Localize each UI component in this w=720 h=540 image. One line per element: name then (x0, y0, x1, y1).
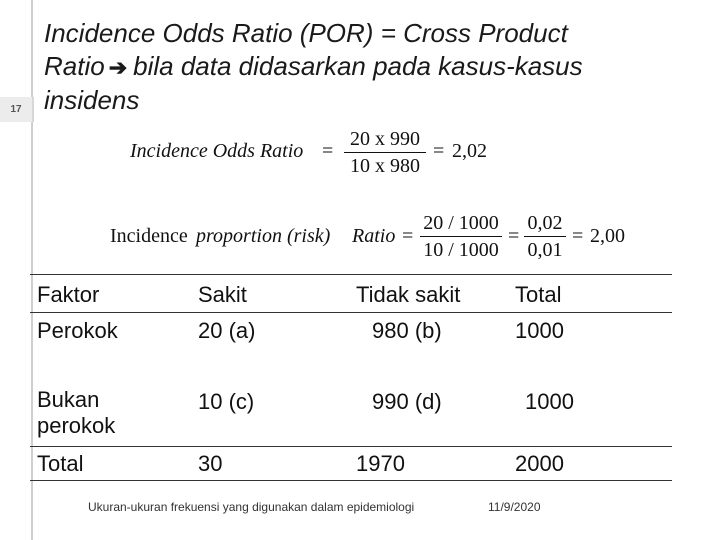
table-cell-perokok: Perokok (37, 318, 118, 343)
table-cell-total-tidak-sakit: 1970 (356, 451, 405, 476)
left-margin-rule (31, 0, 33, 540)
table-header-total: Total (515, 282, 562, 307)
formula1-denominator: 10 x 980 (350, 155, 420, 177)
fraction-bar (420, 236, 502, 237)
formula2-equals-2: = (508, 225, 520, 247)
table-cell-total-sakit: 30 (198, 451, 223, 476)
formula2-numerator-2: 0,02 (527, 212, 563, 234)
table-cell-total-bukan-perokok: 1000 (525, 389, 574, 414)
title-line-2: Ratio ➔ bila data didasarkan pada kasus-ka… (44, 50, 694, 84)
formula2-label-incidence: Incidence (110, 225, 188, 247)
formula2-fraction-2: 0,02 0,01 (524, 211, 566, 262)
table-header-tidak-sakit: Tidak sakit (356, 282, 461, 307)
fraction-bar (524, 236, 566, 237)
table-cell-bukan-perokok: Bukan perokok (37, 387, 116, 438)
title-line-3: insidens (44, 85, 140, 115)
formula2-label-proportion: proportion (risk) (196, 225, 331, 247)
table-header-sakit: Sakit (198, 282, 247, 307)
table-cell-total-perokok: 1000 (515, 318, 564, 343)
title-line-1: Incidence Odds Ratio (POR) = Cross Produ… (44, 18, 568, 48)
fraction-bar (344, 152, 426, 153)
table-cell-b: 980 (b) (372, 318, 442, 343)
formula1-fraction: 20 x 990 10 x 980 (344, 127, 426, 178)
formula2-numerator: 20 / 1000 (423, 212, 499, 234)
formula2-label-ratio: Ratio (352, 225, 396, 247)
table-cell-a: 20 (a) (198, 318, 256, 343)
table-cell-c: 10 (c) (198, 389, 255, 414)
slide-title: Incidence Odds Ratio (POR) = Cross Produ… (44, 17, 694, 117)
title-line-2-rest: bila data didasarkan pada kasus-kasus (133, 51, 583, 81)
slide-number: 17 (0, 97, 34, 122)
table-cell-grand-total: 2000 (515, 451, 564, 476)
formula1-label: Incidence Odds Ratio (130, 140, 304, 162)
table-header-faktor: Faktor (37, 282, 100, 307)
formula1-equals: = (322, 140, 334, 162)
table-cell-total-label: Total (37, 451, 84, 476)
table-total-rule (30, 446, 672, 447)
incidence-table: Faktor Sakit Tidak sakit Total Perokok 2… (30, 274, 672, 481)
formula2-equals-3: = (572, 225, 584, 247)
formula2-result: 2,00 (590, 225, 625, 247)
title-ratio-word: Ratio (44, 51, 105, 81)
table-bottom-rule (30, 480, 672, 481)
formula2-denominator: 10 / 1000 (423, 239, 499, 261)
footer-caption: Ukuran-ukuran frekuensi yang digunakan d… (88, 500, 415, 514)
arrow-right-icon: ➔ (108, 55, 128, 80)
incidence-proportion-ratio-formula: Incidence proportion (risk) Ratio = 20 /… (110, 211, 650, 265)
table-top-rule (30, 274, 672, 275)
table-cell-d: 990 (d) (372, 389, 442, 414)
formula1-result: 2,02 (452, 140, 487, 162)
footer-date: 11/9/2020 (488, 500, 541, 514)
formula1-numerator: 20 x 990 (350, 128, 420, 150)
formula2-denominator-2: 0,01 (527, 239, 563, 261)
incidence-odds-ratio-formula: Incidence Odds Ratio = 20 x 990 10 x 980… (130, 127, 510, 183)
formula1-equals-2: = (433, 140, 445, 162)
formula2-fraction-1: 20 / 1000 10 / 1000 (420, 211, 502, 262)
formula2-equals: = (402, 225, 414, 247)
table-header-rule (30, 312, 672, 313)
